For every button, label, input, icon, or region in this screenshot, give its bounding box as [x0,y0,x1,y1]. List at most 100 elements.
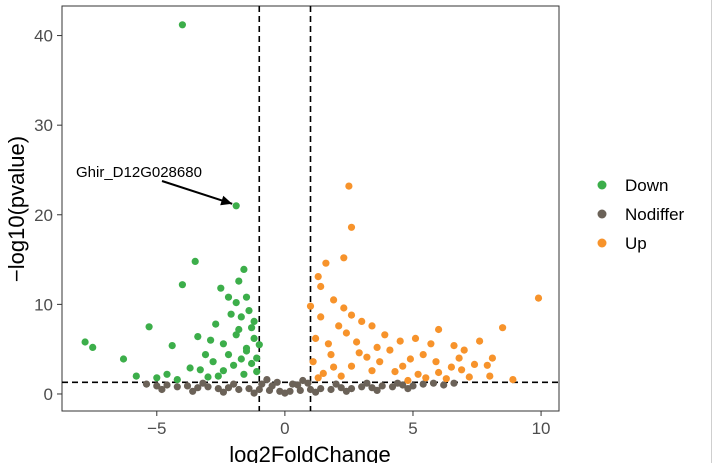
point-up-56 [399,362,407,370]
point-up-44 [404,376,412,385]
point-down-7 [224,293,233,301]
window-edge-divider [711,0,712,463]
point-down-8 [232,299,240,307]
point-up-12 [368,322,376,330]
point-nodiffer-9 [235,385,243,394]
y-tick-label-2: 20 [34,206,53,225]
point-down-15 [194,333,202,341]
point-up-40 [486,372,494,380]
point-up-47 [363,353,371,361]
point-nodiffer-15 [296,386,304,394]
point-down-29 [132,372,140,380]
point-nodiffer-0 [142,380,151,388]
point-nodiffer-38 [404,385,412,393]
point-down-35 [245,307,253,315]
annotation-arrow [161,180,233,205]
point-down-1 [232,202,240,210]
y-tick-label-3: 30 [34,116,53,135]
point-nodiffer-1 [153,382,161,390]
point-down-9 [242,293,251,301]
x-tick-label-0: −5 [147,419,166,438]
point-nodiffer-36 [342,387,350,395]
point-nodiffer-51 [363,379,371,387]
point-down-2 [191,257,199,265]
point-nodiffer-45 [273,378,281,386]
point-nodiffer-7 [214,385,222,393]
point-up-38 [406,355,414,363]
point-up-5 [314,273,322,281]
point-nodiffer-49 [230,380,238,388]
point-up-20 [476,337,484,345]
legend-label-down: Down [625,176,668,195]
y-tick-label-4: 40 [34,27,53,46]
point-down-12 [119,355,128,363]
point-up-49 [314,374,322,382]
point-up-58 [455,354,463,362]
point-nodiffer-24 [388,383,397,391]
point-down-26 [240,370,248,378]
point-down-13 [145,323,153,331]
point-up-2 [347,223,356,231]
point-up-25 [435,368,443,377]
point-down-3 [178,281,186,289]
point-up-8 [330,296,338,304]
point-down-14 [168,342,176,350]
point-nodiffer-5 [194,384,202,392]
legend-swatch-nodiffer [597,209,607,219]
point-up-43 [422,374,430,382]
point-up-41 [465,373,473,381]
point-down-33 [224,351,233,359]
legend-label-up: Up [625,234,647,253]
point-nodiffer-3 [173,383,181,391]
point-down-43 [255,341,263,349]
point-nodiffer-31 [189,387,197,395]
point-down-18 [219,340,227,348]
point-up-6 [317,282,325,291]
x-tick-label-2: 5 [408,419,417,438]
point-up-19 [460,346,468,354]
point-down-4 [240,265,248,273]
point-down-11 [89,343,97,351]
point-down-25 [219,367,227,375]
point-down-38 [248,359,256,368]
point-down-23 [253,354,261,362]
point-up-57 [419,351,427,359]
point-up-37 [376,358,384,366]
point-up-23 [483,361,491,369]
legend-swatch-down [597,180,607,190]
point-nodiffer-48 [199,379,207,387]
point-up-48 [386,346,394,354]
point-nodiffer-47 [450,379,458,387]
point-up-52 [447,363,455,371]
point-nodiffer-10 [245,385,253,393]
point-up-39 [509,376,517,384]
point-up-46 [353,338,361,346]
point-down-17 [212,320,220,328]
point-up-3 [340,254,348,262]
point-nodiffer-40 [268,382,276,390]
point-down-30 [153,374,161,382]
point-up-22 [499,324,507,332]
point-up-31 [312,334,320,342]
x-axis: −5 0 5 10 [147,411,551,438]
point-up-51 [432,358,440,366]
legend-swatch-up [597,238,607,248]
point-down-46 [214,372,222,380]
point-nodiffer-35 [312,388,320,396]
point-down-45 [173,376,181,384]
point-down-37 [235,325,243,334]
point-down-5 [235,277,243,285]
point-nodiffer-4 [183,382,192,390]
annotation-label: Ghir_D12G028680 [76,164,202,181]
point-up-15 [411,334,420,342]
point-up-9 [340,304,348,312]
point-down-28 [163,370,171,378]
point-down-39 [253,368,261,376]
point-nodiffer-29 [440,381,448,389]
point-down-16 [201,351,210,359]
point-up-54 [373,343,381,351]
point-nodiffer-8 [224,384,233,392]
point-up-17 [435,325,443,334]
point-nodiffer-17 [317,385,325,393]
point-nodiffer-37 [373,386,381,394]
